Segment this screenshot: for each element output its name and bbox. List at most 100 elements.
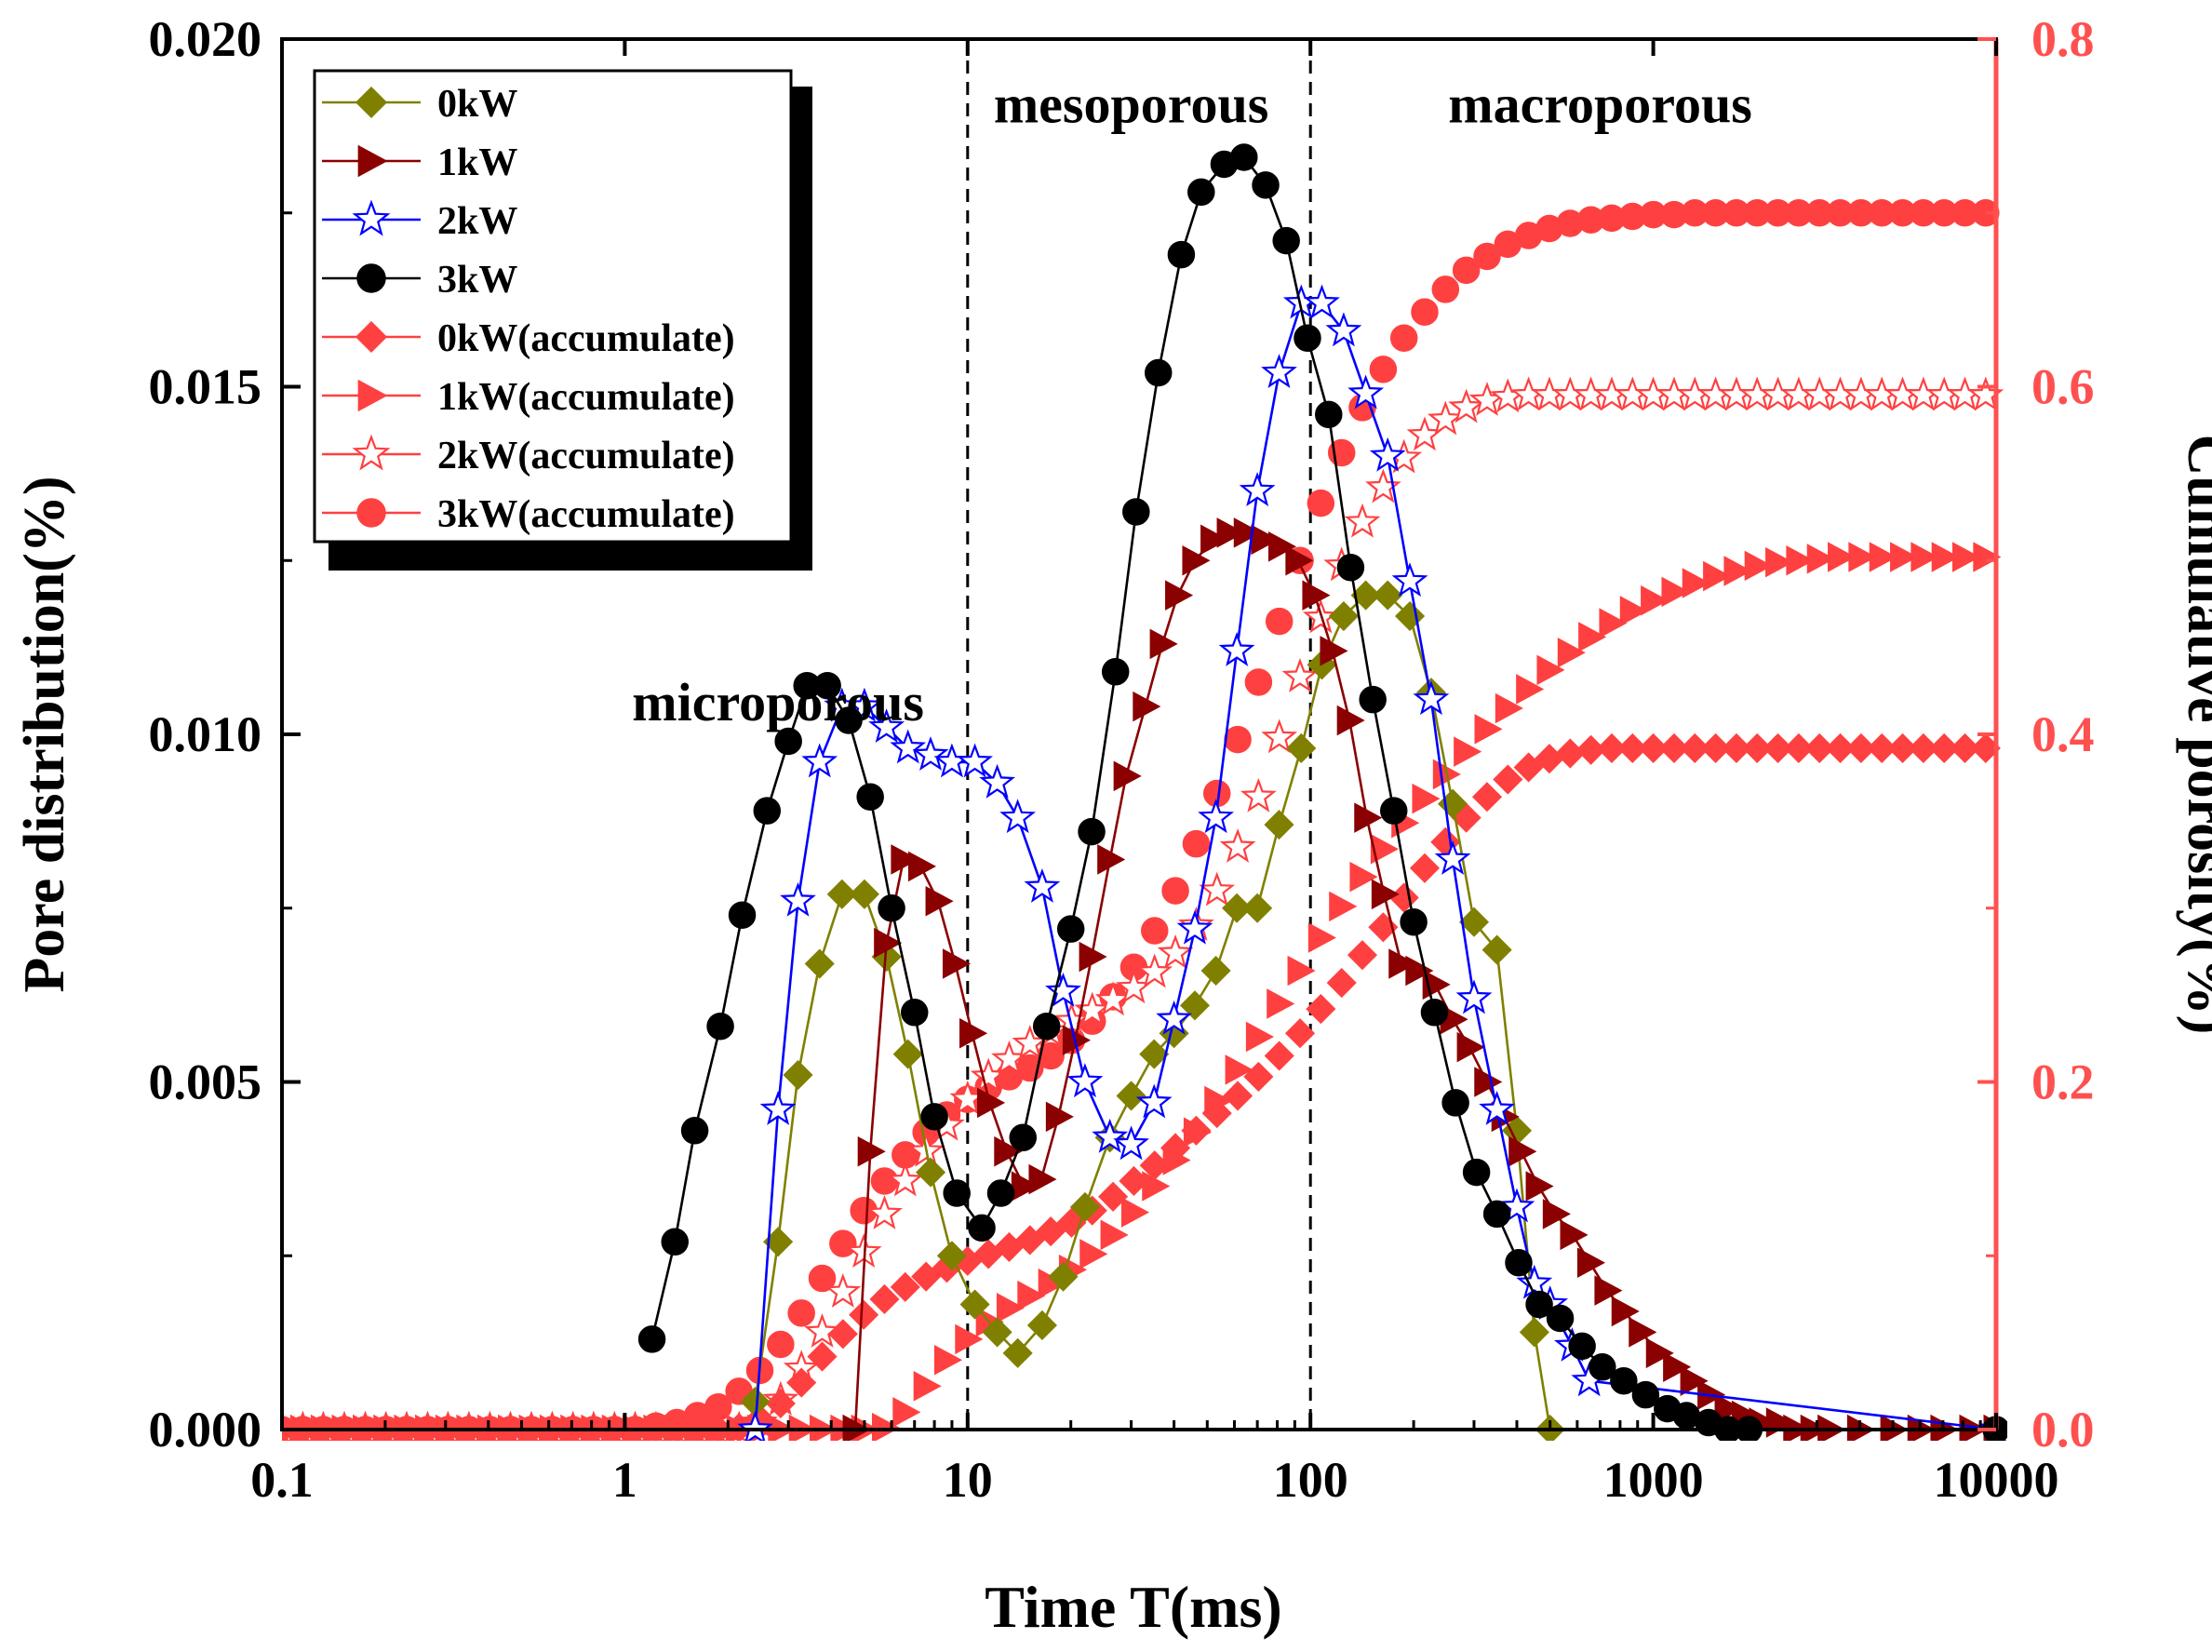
legend-label: 3kW — [437, 259, 517, 302]
data-point — [1239, 472, 1276, 507]
data-point — [1225, 1054, 1253, 1085]
data-point — [1481, 934, 1512, 965]
data-point — [661, 1228, 689, 1256]
data-point — [1400, 907, 1428, 936]
data-point — [1304, 284, 1340, 319]
data-point — [1069, 1191, 1101, 1223]
data-point — [1336, 705, 1365, 736]
data-point — [1294, 324, 1321, 352]
legend-item: 1kW — [322, 141, 517, 184]
data-point — [1200, 524, 1229, 556]
annotation-microporous: microporous — [632, 672, 924, 732]
data-point — [1542, 1199, 1571, 1229]
data-point — [1265, 607, 1294, 636]
data-point — [824, 1273, 862, 1308]
data-point — [1045, 1101, 1074, 1133]
data-point — [959, 1289, 990, 1320]
data-point — [728, 901, 757, 929]
data-point — [1661, 576, 1690, 608]
data-point — [1452, 256, 1481, 285]
x-tick-label: 10 — [943, 1452, 993, 1508]
data-point — [1482, 1200, 1511, 1229]
data-point — [1519, 1317, 1549, 1348]
data-point — [1267, 531, 1297, 562]
data-point — [1454, 736, 1482, 767]
axis-ticks: 0.1 1 10 100 1000 10000 0.000 0.005 0.010 0.015 0.… — [149, 11, 2095, 1508]
data-point — [1479, 1090, 1515, 1125]
data-point — [1513, 752, 1544, 783]
series-0kw — [740, 580, 2007, 1441]
data-point — [1139, 1039, 1170, 1069]
data-point — [1307, 489, 1335, 517]
data-point — [1347, 940, 1378, 971]
y-right-tick-label: 0.4 — [2031, 706, 2095, 762]
data-point — [1804, 732, 1835, 764]
legend-label: 1kW — [437, 141, 517, 184]
data-point — [1222, 893, 1253, 923]
data-point — [1394, 600, 1426, 632]
data-point — [1156, 1000, 1192, 1035]
data-point — [1413, 680, 1450, 716]
data-point — [1285, 544, 1314, 576]
data-point — [1287, 955, 1316, 987]
data-point — [1474, 1067, 1503, 1097]
data-point — [1200, 955, 1231, 987]
data-point — [1441, 1089, 1469, 1117]
data-point — [1578, 622, 1607, 652]
data-point — [737, 1410, 773, 1441]
data-point — [1783, 732, 1814, 764]
legend-marker — [357, 379, 388, 412]
data-point — [1950, 732, 1980, 764]
data-point — [1373, 580, 1403, 611]
legend-label: 0kW(accumulate) — [437, 317, 735, 360]
y-left-tick-label: 0.005 — [149, 1054, 262, 1110]
data-point — [1009, 1123, 1037, 1152]
data-point — [1828, 542, 1857, 572]
data-point — [1638, 732, 1669, 764]
data-point — [1328, 600, 1359, 632]
legend-label: 2kW — [437, 200, 517, 243]
data-point — [1354, 802, 1383, 833]
data-point — [1682, 568, 1710, 598]
data-point — [1240, 777, 1277, 813]
data-point — [1952, 542, 1981, 572]
data-point — [1243, 1061, 1274, 1092]
data-point — [783, 1059, 813, 1091]
data-point — [1199, 871, 1236, 907]
data-point — [907, 851, 937, 882]
data-point — [1325, 312, 1362, 347]
y-left-tick-label: 0.015 — [149, 359, 262, 415]
data-point — [1786, 544, 1815, 576]
data-point — [1113, 760, 1142, 792]
data-point — [942, 948, 972, 979]
data-point — [933, 1345, 963, 1376]
data-point — [1281, 657, 1319, 692]
data-point — [887, 1162, 924, 1197]
y-right-tick-label: 0.0 — [2031, 1402, 2095, 1457]
data-point — [849, 879, 879, 909]
data-point — [994, 1135, 1023, 1167]
data-point — [1594, 1275, 1623, 1306]
data-point — [1219, 827, 1256, 863]
data-point — [1261, 719, 1298, 754]
data-point — [1182, 544, 1211, 576]
data-point — [1516, 674, 1545, 705]
data-point — [1242, 893, 1273, 923]
x-tick-label: 100 — [1273, 1452, 1348, 1508]
data-point — [943, 1179, 971, 1207]
data-point — [1286, 732, 1317, 764]
legend-item: 1kW(accumulate) — [322, 376, 735, 419]
data-point — [1028, 1163, 1057, 1195]
data-point — [959, 1017, 988, 1049]
data-point — [1230, 143, 1258, 171]
data-point — [1703, 560, 1732, 592]
data-point — [1329, 891, 1358, 922]
data-point — [1629, 1317, 1657, 1348]
data-point — [925, 886, 954, 917]
data-point — [1619, 596, 1648, 626]
data-point — [1074, 991, 1111, 1027]
data-point — [911, 1261, 942, 1292]
legend-marker — [357, 144, 388, 178]
data-point — [1222, 1081, 1253, 1111]
